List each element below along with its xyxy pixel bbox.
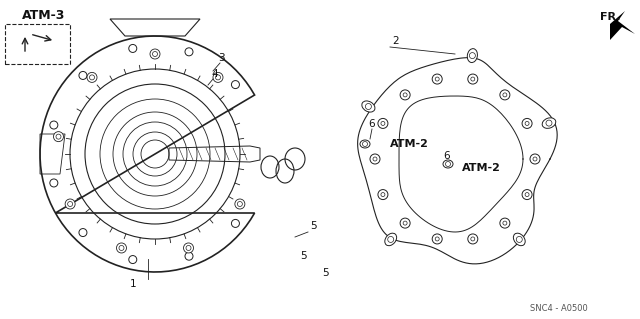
Circle shape [432,74,442,84]
Circle shape [129,256,137,263]
Ellipse shape [362,101,375,112]
Text: 1: 1 [130,279,136,289]
Circle shape [184,243,193,253]
Circle shape [54,132,63,142]
Ellipse shape [385,233,397,246]
Circle shape [370,154,380,164]
Circle shape [522,189,532,200]
Circle shape [50,121,58,129]
Circle shape [468,234,478,244]
Circle shape [232,219,239,227]
Ellipse shape [513,233,525,246]
Polygon shape [610,11,635,40]
Circle shape [185,48,193,56]
Circle shape [232,81,239,89]
Circle shape [400,218,410,228]
Text: 3: 3 [218,53,225,63]
Text: ATM-3: ATM-3 [22,9,65,22]
Text: 4: 4 [211,69,218,79]
Text: 5: 5 [300,251,307,261]
Circle shape [213,72,223,82]
Circle shape [522,118,532,129]
Circle shape [79,71,87,79]
Text: ATM-2: ATM-2 [390,139,429,149]
Text: SNC4 - A0500: SNC4 - A0500 [530,304,588,313]
Circle shape [432,234,442,244]
Circle shape [500,90,510,100]
Text: ATM-2: ATM-2 [462,163,501,173]
Circle shape [116,243,127,253]
Ellipse shape [467,48,477,63]
Circle shape [87,72,97,82]
Ellipse shape [360,140,370,148]
Text: 6: 6 [368,119,374,129]
Text: 5: 5 [322,268,328,278]
Circle shape [378,118,388,129]
Text: FR.: FR. [600,12,621,22]
Circle shape [378,189,388,200]
Circle shape [400,90,410,100]
Circle shape [468,74,478,84]
Ellipse shape [542,118,556,128]
Circle shape [530,154,540,164]
Circle shape [65,199,75,209]
Text: 2: 2 [392,36,399,46]
Circle shape [185,252,193,260]
Ellipse shape [443,160,453,168]
Circle shape [79,228,87,237]
Circle shape [500,218,510,228]
Text: 5: 5 [310,221,317,231]
Circle shape [150,49,160,59]
Circle shape [50,179,58,187]
Circle shape [235,199,245,209]
Text: 6: 6 [443,151,450,161]
Circle shape [129,44,137,52]
